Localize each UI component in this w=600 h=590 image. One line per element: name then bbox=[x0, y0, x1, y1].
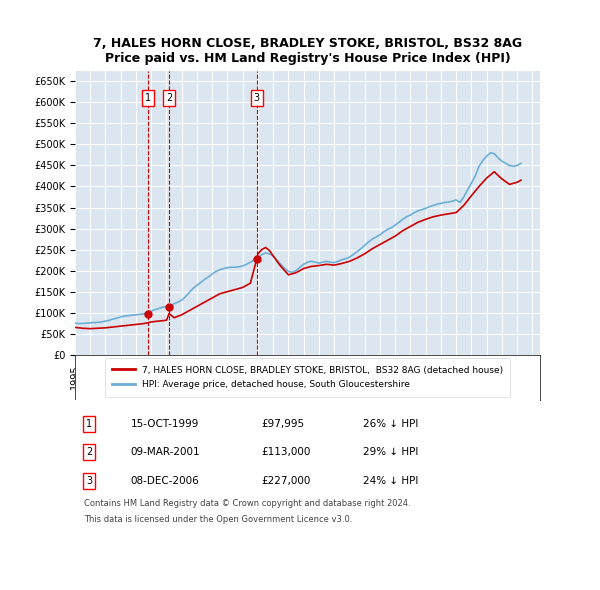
Text: 2: 2 bbox=[86, 447, 92, 457]
Text: 3: 3 bbox=[254, 93, 260, 103]
Text: £227,000: £227,000 bbox=[261, 476, 310, 486]
Text: 3: 3 bbox=[86, 476, 92, 486]
Text: 09-MAR-2001: 09-MAR-2001 bbox=[131, 447, 200, 457]
Title: 7, HALES HORN CLOSE, BRADLEY STOKE, BRISTOL, BS32 8AG
Price paid vs. HM Land Reg: 7, HALES HORN CLOSE, BRADLEY STOKE, BRIS… bbox=[93, 38, 522, 65]
Text: 08-DEC-2006: 08-DEC-2006 bbox=[131, 476, 200, 486]
Text: This data is licensed under the Open Government Licence v3.0.: This data is licensed under the Open Gov… bbox=[84, 514, 353, 523]
Legend: 7, HALES HORN CLOSE, BRADLEY STOKE, BRISTOL,  BS32 8AG (detached house), HPI: Av: 7, HALES HORN CLOSE, BRADLEY STOKE, BRIS… bbox=[105, 358, 510, 396]
Text: Contains HM Land Registry data © Crown copyright and database right 2024.: Contains HM Land Registry data © Crown c… bbox=[84, 499, 411, 509]
Text: 1: 1 bbox=[86, 419, 92, 429]
Text: £97,995: £97,995 bbox=[261, 419, 304, 429]
Text: 29% ↓ HPI: 29% ↓ HPI bbox=[364, 447, 419, 457]
Text: 1: 1 bbox=[145, 93, 151, 103]
Text: 15-OCT-1999: 15-OCT-1999 bbox=[131, 419, 199, 429]
Text: 26% ↓ HPI: 26% ↓ HPI bbox=[364, 419, 419, 429]
Text: 2: 2 bbox=[166, 93, 172, 103]
Text: 24% ↓ HPI: 24% ↓ HPI bbox=[364, 476, 419, 486]
Text: £113,000: £113,000 bbox=[261, 447, 310, 457]
